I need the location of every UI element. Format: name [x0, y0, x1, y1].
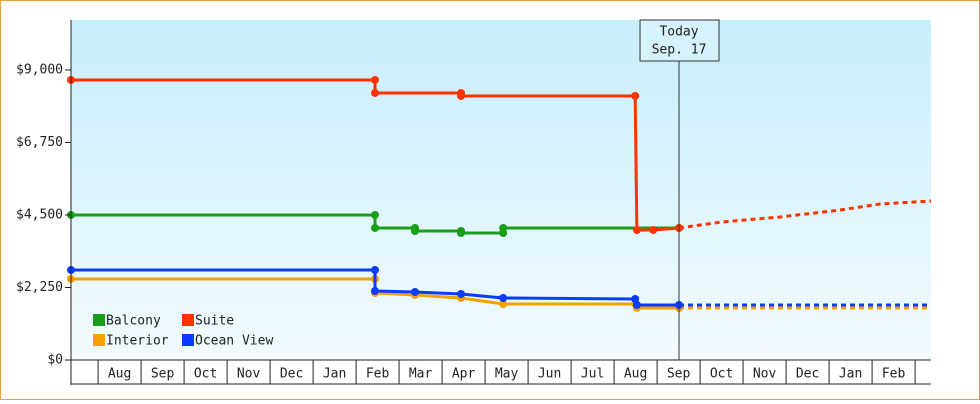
x-tick-label: May	[495, 367, 519, 382]
x-tick-label: Jul	[581, 367, 604, 382]
x-tick-label: Dec	[796, 367, 819, 382]
x-tick-label: Nov	[237, 367, 261, 382]
x-tick-label: Oct	[710, 367, 733, 382]
point	[457, 91, 466, 100]
y-tick-label: $0	[47, 353, 63, 368]
legend-label: Suite	[195, 314, 234, 329]
legend-swatch	[182, 334, 194, 346]
legend-label: Interior	[106, 334, 169, 349]
today-box	[639, 19, 720, 62]
x-tick-label: Mar	[409, 367, 433, 382]
y-tick-label: $2,250	[16, 280, 63, 295]
x-tick-label: Apr	[452, 367, 476, 382]
today-date: Sep. 17	[652, 43, 707, 58]
x-tick-label: Nov	[753, 367, 777, 382]
legend-label: Ocean View	[195, 334, 273, 349]
x-tick-label: Aug	[108, 367, 131, 382]
x-tick-label: Jun	[538, 367, 561, 382]
forecast-line	[678, 199, 932, 230]
point	[457, 228, 466, 237]
x-tick-label: Feb	[882, 367, 906, 382]
point	[457, 289, 466, 298]
point	[371, 210, 380, 219]
today-label: Today	[659, 25, 698, 40]
x-tick-label: Jan	[839, 367, 862, 382]
point	[371, 265, 380, 274]
point	[371, 223, 380, 232]
x-tick-label: Aug	[624, 367, 647, 382]
legend-swatch	[93, 334, 105, 346]
x-tick-label: Dec	[280, 367, 303, 382]
x-tick-label: Sep	[667, 367, 691, 382]
point	[371, 88, 380, 97]
point	[371, 287, 380, 296]
point	[649, 225, 658, 234]
point	[631, 294, 640, 303]
point	[499, 299, 508, 308]
legend-swatch	[93, 314, 105, 326]
point	[499, 223, 508, 232]
point	[411, 288, 419, 296]
point	[632, 225, 641, 234]
x-tick-label: Oct	[194, 367, 217, 382]
legend-swatch	[182, 314, 194, 326]
x-tick-label: Sep	[151, 367, 175, 382]
y-tick-label: $4,500	[16, 207, 63, 222]
y-tick-label: $9,000	[16, 62, 63, 77]
y-tick-label: $6,750	[16, 135, 63, 150]
x-tick-label: Feb	[366, 367, 390, 382]
plot-area	[71, 20, 931, 360]
point	[499, 293, 508, 302]
x-tick-label: Jan	[323, 367, 346, 382]
point	[631, 91, 640, 100]
legend-label: Balcony	[106, 314, 161, 329]
point	[371, 75, 380, 84]
point	[411, 226, 419, 235]
point	[632, 300, 641, 309]
